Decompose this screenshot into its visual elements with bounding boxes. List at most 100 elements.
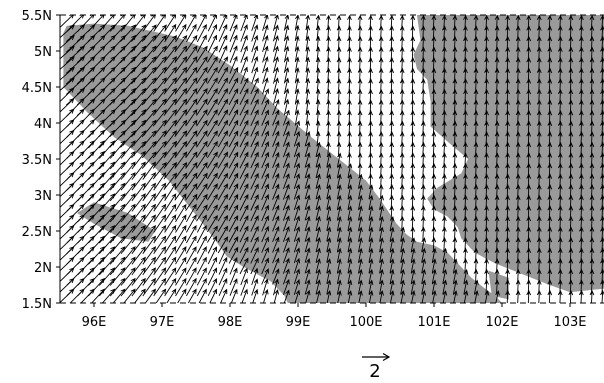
wind-vector (272, 130, 280, 147)
wind-vector (217, 109, 229, 127)
x-tick-label: 101E (417, 315, 450, 330)
wind-vector (357, 46, 363, 62)
wind-vector (557, 258, 563, 274)
wind-vector (568, 152, 574, 168)
wind-vector (174, 66, 188, 85)
wind-vector (229, 24, 238, 42)
wind-vector (515, 247, 521, 263)
wind-vector (484, 35, 489, 51)
wind-vector (153, 172, 167, 191)
wind-vector (452, 162, 458, 178)
wind-vector (347, 237, 353, 252)
wind-vector (347, 173, 353, 189)
wind-vector (336, 237, 342, 252)
wind-vector (347, 141, 352, 157)
wind-vector (218, 45, 228, 64)
wind-vector (207, 172, 218, 190)
wind-vector (261, 141, 269, 158)
wind-vector (250, 151, 259, 169)
wind-vector (389, 237, 395, 252)
wind-vector (473, 46, 479, 62)
wind-vector (515, 35, 521, 51)
axes: 1.5N 2N 2.5N 3N 3.5N 4N 4.5N 5N 5.5N 96E 97E 98E 99E… (22, 9, 587, 330)
wind-vector (196, 66, 208, 85)
wind-vector (239, 130, 249, 148)
wind-vector (283, 15, 290, 31)
wind-vector (228, 225, 239, 243)
wind-vector (463, 131, 468, 147)
wind-vector (547, 258, 553, 274)
wind-vector (131, 224, 146, 244)
wind-vector (400, 279, 405, 295)
wind-vector (526, 289, 532, 303)
wind-vector (547, 120, 553, 136)
wind-vector (175, 235, 187, 254)
wind-vector (526, 99, 532, 115)
wind-vector (163, 56, 178, 74)
wind-vector (272, 204, 280, 222)
wind-vector (568, 247, 574, 263)
wind-vector (568, 46, 574, 62)
wind-vector (250, 162, 259, 179)
wind-vector (473, 215, 479, 231)
wind-vector (378, 120, 384, 136)
wind-vector (389, 57, 395, 73)
wind-vector (579, 258, 584, 274)
wind-vector (358, 215, 363, 231)
wind-vector (315, 173, 321, 189)
wind-vector (568, 88, 574, 104)
wind-vector (347, 67, 352, 83)
wind-vector (142, 182, 157, 202)
wind-vector (326, 184, 332, 200)
wind-vector (589, 162, 595, 178)
wind-vector (164, 193, 177, 212)
wind-vector (505, 289, 510, 303)
wind-vector (229, 45, 238, 63)
wind-vector (60, 24, 75, 39)
wind-vector (282, 130, 290, 147)
wind-vector (196, 235, 207, 254)
wind-vector (536, 194, 542, 210)
wind-vector (293, 279, 301, 295)
wind-vector (218, 256, 228, 275)
wind-vector (358, 194, 363, 210)
wind-vector (379, 237, 384, 252)
wind-vector (239, 246, 249, 264)
wind-vector (452, 226, 458, 242)
wind-vector (273, 35, 279, 52)
wind-vector (389, 67, 395, 83)
wind-vector (473, 247, 479, 263)
wind-vector (494, 120, 500, 136)
wind-vector (568, 268, 574, 284)
wind-vector (399, 57, 405, 73)
wind-vector (463, 258, 468, 274)
wind-vector (431, 67, 437, 83)
wind-vector (442, 15, 447, 30)
wind-vector (557, 173, 563, 189)
wind-vector (207, 267, 217, 286)
wind-vector (175, 256, 187, 276)
wind-vector (262, 66, 269, 84)
wind-vector (505, 194, 510, 210)
wind-vector (283, 45, 290, 63)
wind-vector (196, 193, 208, 212)
wind-vector (484, 46, 489, 62)
wind-vector (293, 226, 301, 242)
wind-vector (410, 35, 416, 51)
wind-vector (368, 237, 374, 252)
wind-vector (589, 205, 595, 221)
wind-vector (452, 205, 458, 221)
wind-vector (421, 268, 427, 284)
wind-vector (378, 35, 384, 51)
wind-vector (131, 193, 146, 212)
wind-vector (187, 288, 197, 303)
wind-vector (536, 78, 542, 94)
wind-vector (326, 120, 331, 136)
wind-vector (368, 205, 374, 221)
wind-vector (336, 35, 342, 51)
wind-vector (515, 141, 521, 157)
x-tick-label: 97E (150, 315, 175, 330)
wind-vector (452, 25, 458, 41)
wind-vector (273, 88, 279, 105)
wind-vector (207, 45, 218, 63)
